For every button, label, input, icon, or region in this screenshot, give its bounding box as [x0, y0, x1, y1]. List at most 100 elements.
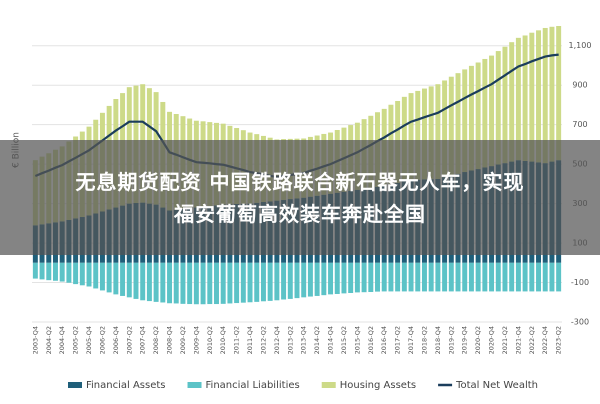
overlay-line: 福安葡萄高效装车奔赴全国: [174, 201, 426, 226]
x-tick-label: 2020-Q2: [474, 326, 482, 354]
bar: [200, 262, 206, 305]
bar: [556, 26, 562, 161]
bar: [448, 76, 454, 176]
bar: [334, 262, 340, 294]
x-tick-label: 2017-Q4: [407, 326, 415, 354]
x-tick-label: 2019-Q4: [461, 326, 469, 354]
bar: [462, 262, 468, 292]
x-tick-label: 2006-Q4: [112, 326, 120, 354]
legend-label: Financial Liabilities: [206, 380, 300, 391]
legend-marker: [321, 382, 336, 388]
bar: [522, 262, 528, 292]
bar: [294, 262, 300, 299]
bar: [146, 262, 152, 302]
bar: [214, 262, 219, 305]
bar: [59, 262, 65, 282]
x-tick-label: 2023-Q2: [555, 326, 563, 354]
bar: [348, 262, 354, 293]
bar: [442, 80, 448, 178]
bar: [448, 262, 454, 292]
y-tick-label: -100: [571, 278, 589, 287]
bar: [542, 27, 548, 164]
x-tick-label: 2005-Q4: [85, 326, 93, 354]
bar: [489, 262, 495, 292]
overlay-line: 无息期货配资 中国铁路联合新石器无人车，实现: [75, 169, 525, 194]
bar: [93, 262, 99, 289]
bar: [428, 262, 434, 292]
bar: [328, 262, 334, 295]
x-tick-label: 2004-Q2: [45, 326, 53, 354]
bar: [475, 262, 481, 292]
bar: [281, 262, 287, 300]
bar: [307, 262, 313, 297]
bar: [529, 262, 535, 292]
bar: [167, 262, 173, 304]
x-tick-label: 2003-Q4: [31, 326, 39, 354]
bar: [140, 262, 146, 301]
x-tick-label: 2012-Q4: [273, 326, 281, 354]
bar: [354, 262, 360, 293]
bar: [455, 73, 461, 174]
bar: [314, 262, 320, 296]
x-tick-label: 2009-Q4: [192, 326, 200, 354]
bar: [220, 262, 226, 304]
bar: [421, 88, 427, 180]
bar: [193, 262, 199, 305]
bar: [207, 262, 213, 305]
bar: [549, 26, 555, 162]
bar: [79, 262, 85, 286]
x-tick-label: 2022-Q2: [528, 326, 536, 354]
bar: [515, 262, 521, 292]
x-tick-label: 2021-Q2: [501, 326, 509, 354]
bar: [489, 55, 495, 167]
bar: [173, 262, 179, 304]
x-tick-label: 2012-Q2: [259, 326, 267, 354]
bar: [468, 262, 474, 292]
y-tick-label: -300: [571, 318, 589, 327]
bar: [381, 262, 387, 292]
bar: [234, 262, 240, 304]
bar: [126, 262, 132, 298]
bar: [321, 262, 327, 296]
bar: [32, 262, 38, 279]
bar: [408, 93, 414, 180]
legend-label: Total Net Wealth: [455, 380, 538, 391]
x-tick-label: 2013-Q2: [286, 326, 294, 354]
x-tick-label: 2018-Q2: [420, 326, 428, 354]
bar: [415, 262, 421, 292]
y-tick-label: 1,100: [569, 41, 592, 50]
bar: [133, 262, 139, 299]
x-tick-label: 2007-Q4: [139, 326, 147, 354]
bar: [502, 262, 508, 292]
x-tick-label: 2011-Q2: [233, 326, 241, 354]
bar: [375, 262, 380, 292]
x-tick-label: 2014-Q2: [313, 326, 321, 354]
bar: [267, 262, 273, 301]
bar: [227, 262, 233, 304]
bar: [435, 262, 441, 292]
bar: [401, 262, 407, 292]
bar: [522, 35, 528, 161]
bar: [482, 58, 488, 168]
x-tick-label: 2022-Q4: [541, 326, 549, 354]
bar: [86, 262, 92, 287]
bar: [536, 30, 542, 163]
bar: [408, 262, 414, 292]
bar: [46, 262, 52, 281]
x-tick-label: 2011-Q4: [246, 326, 254, 354]
x-tick-label: 2010-Q4: [219, 326, 227, 354]
bar: [462, 69, 468, 173]
bar: [66, 262, 72, 283]
bar: [421, 262, 427, 292]
bar: [515, 37, 521, 161]
bar: [482, 262, 488, 292]
bar: [240, 262, 246, 303]
x-tick-label: 2020-Q4: [488, 326, 496, 354]
bar: [73, 262, 79, 285]
y-tick-label: 900: [572, 81, 587, 90]
overlay-banner: 无息期货配资 中国铁路联合新石器无人车，实现 福安葡萄高效装车奔赴全国: [0, 140, 600, 255]
x-tick-label: 2014-Q4: [327, 326, 335, 354]
bar: [395, 262, 401, 292]
x-tick-label: 2013-Q4: [300, 326, 308, 354]
